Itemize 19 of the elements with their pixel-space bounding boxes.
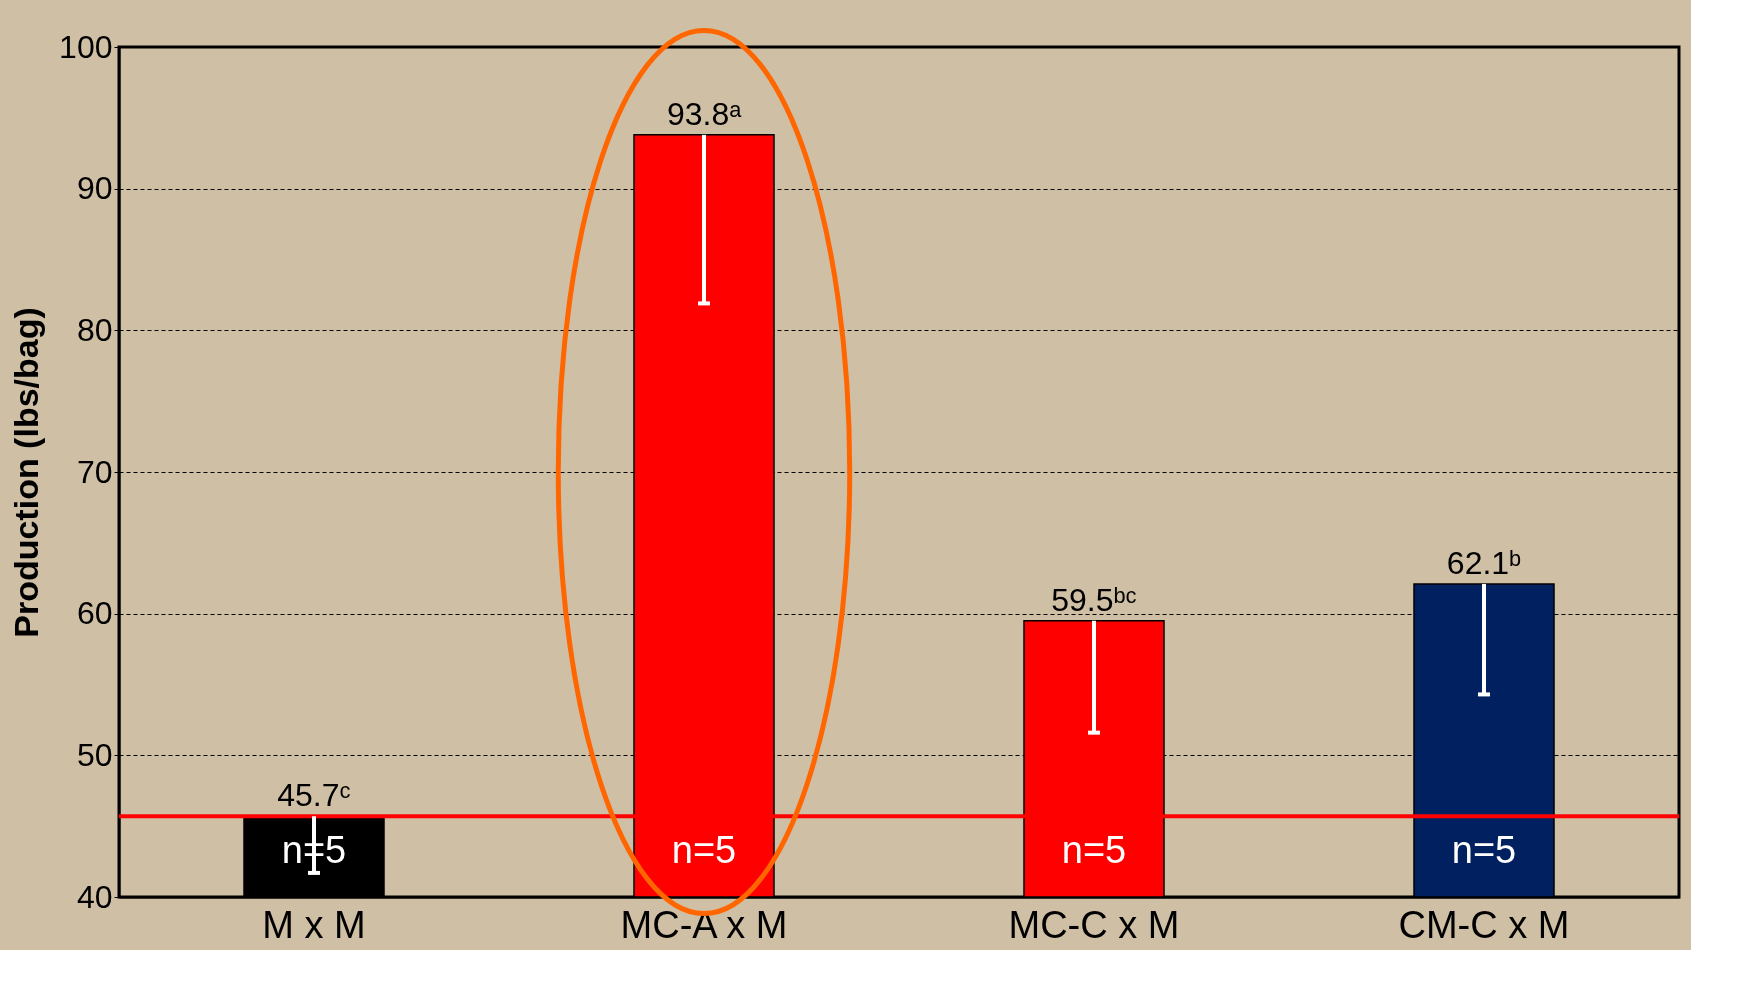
annotation: n=5 [1451,829,1517,871]
data-label: 45.7ᶜ [277,777,351,814]
y-tick-label: 100 [59,28,113,65]
y-tick-label: 70 [76,453,113,490]
y-tick-label: 90 [76,170,113,207]
data-label: 59.5ᵇᶜ [1051,581,1137,618]
x-tick-label: M x M [262,903,366,946]
x-tick-label: MC-C x M [1008,903,1180,946]
x-tick-label: CM-C x M [1398,903,1570,946]
x-tick-label: MC-A x M [620,903,788,946]
y-tick-label: 50 [76,736,113,773]
y-tick-label: 60 [76,595,113,632]
annotation: n=5 [1061,829,1127,871]
data-label: 62.1ᵇ [1446,544,1522,581]
y-tick-label: 40 [76,878,113,915]
data-label: 93.8ᵃ [666,95,743,132]
annotation: n=5 [671,829,737,871]
y-tick-label: 80 [76,311,113,348]
y-axis-title: Production (lbs/bag) [7,307,46,638]
